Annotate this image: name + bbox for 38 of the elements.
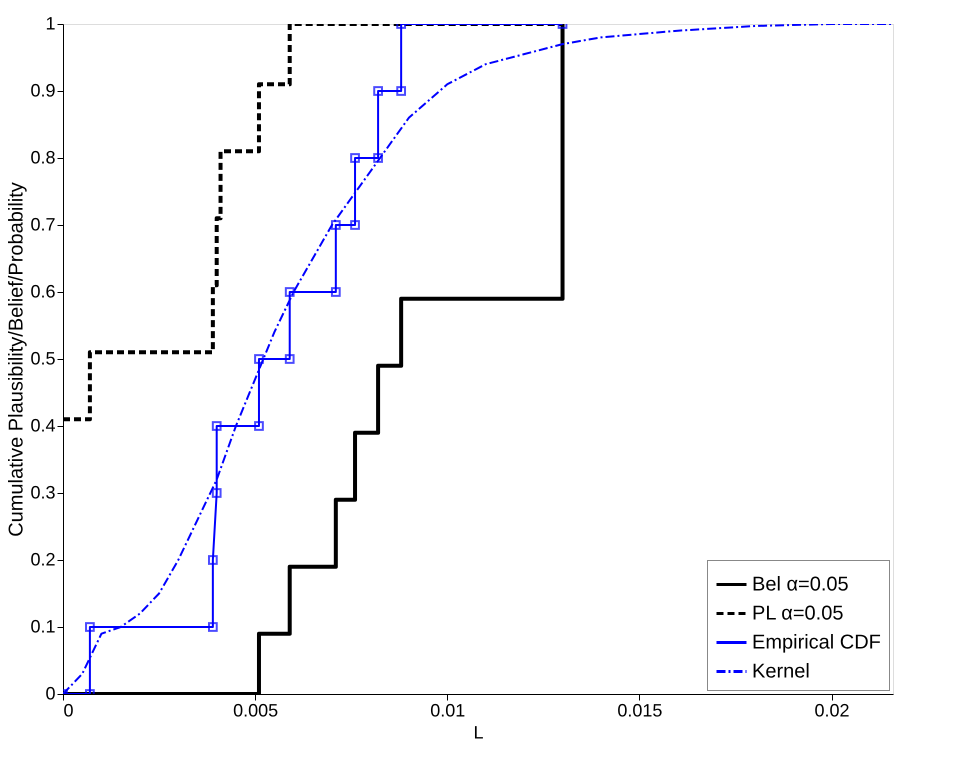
x-tick-label: 0.02 bbox=[814, 700, 850, 720]
x-tick-label: 0 bbox=[64, 700, 74, 720]
x-axis-title: L bbox=[473, 722, 484, 742]
y-tick-label: 0.6 bbox=[30, 282, 56, 302]
point bbox=[212, 421, 222, 431]
point bbox=[396, 86, 406, 96]
point bbox=[85, 622, 95, 632]
y-tick-label: 0.3 bbox=[30, 482, 56, 502]
point bbox=[330, 287, 341, 297]
point bbox=[284, 354, 295, 364]
point bbox=[284, 287, 295, 297]
point bbox=[254, 354, 264, 364]
point bbox=[254, 421, 264, 431]
y-axis-title: Cumulative Plausibility/Belief/Probability bbox=[5, 182, 28, 537]
legend-label: Empirical CDF bbox=[752, 632, 881, 654]
y-tick-label: 0 bbox=[45, 684, 56, 704]
point bbox=[373, 153, 383, 163]
y-tick-label: 0.8 bbox=[30, 148, 56, 168]
legend-label: Kernel bbox=[752, 660, 810, 682]
point bbox=[212, 488, 222, 498]
x-tick-label: 0.005 bbox=[233, 700, 278, 720]
point bbox=[373, 86, 383, 96]
point bbox=[350, 153, 360, 163]
legend-label: PL α=0.05 bbox=[752, 602, 844, 624]
y-tick-label: 0.7 bbox=[30, 214, 56, 234]
point bbox=[208, 555, 218, 565]
point bbox=[208, 622, 218, 632]
legend-label: Bel α=0.05 bbox=[752, 574, 849, 596]
y-tick-label: 0.9 bbox=[30, 80, 56, 100]
y-tick-label: 0.4 bbox=[30, 416, 56, 436]
y-tick-label: 0.5 bbox=[30, 348, 56, 368]
point bbox=[330, 220, 341, 230]
x-tick-label: 0.015 bbox=[617, 700, 662, 720]
y-tick-label: 1 bbox=[45, 14, 56, 34]
point bbox=[350, 220, 360, 230]
y-tick-label: 0.1 bbox=[30, 616, 56, 636]
y-tick-label: 0.2 bbox=[30, 550, 56, 570]
x-tick-label: 0.01 bbox=[430, 700, 466, 720]
